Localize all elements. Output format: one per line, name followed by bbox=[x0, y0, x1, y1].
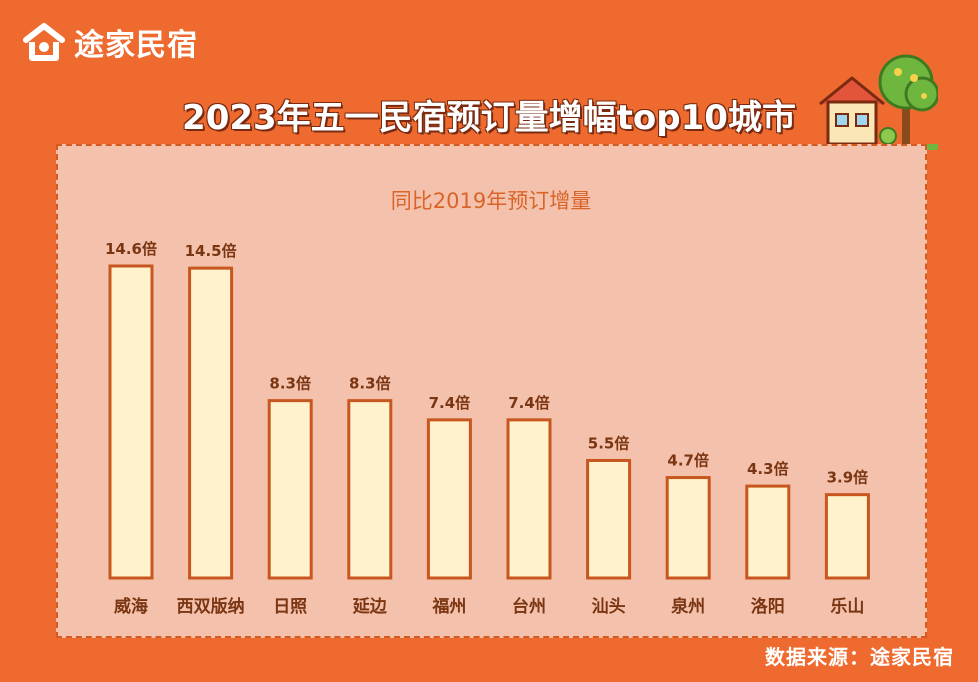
category-label: 乐山 bbox=[830, 597, 864, 617]
category-label: 西双版纳 bbox=[177, 596, 245, 617]
house-logo-icon bbox=[23, 23, 65, 61]
bar-福州 bbox=[426, 418, 472, 580]
category-label: 威海 bbox=[114, 596, 148, 617]
chart-panel: 同比2019年预订增量 14.6倍威海 14.5倍西双版纳 8.3倍日照 8.3倍延边… bbox=[56, 144, 927, 638]
category-label: 汕头 bbox=[592, 597, 626, 617]
bar-value-label: 7.4倍 bbox=[508, 394, 550, 412]
category-label: 日照 bbox=[273, 597, 307, 617]
brand-logo: 途家民宿 bbox=[22, 22, 198, 63]
bar-value-label: 3.9倍 bbox=[827, 469, 869, 487]
bar-洛阳 bbox=[745, 484, 791, 580]
bar-日照 bbox=[267, 399, 313, 580]
logo-text: 途家民宿 bbox=[74, 28, 198, 63]
category-label: 福州 bbox=[431, 596, 466, 617]
category-label: 泉州 bbox=[670, 596, 705, 617]
bar-延边 bbox=[347, 399, 393, 580]
bar-汕头 bbox=[586, 458, 632, 580]
bar-威海 bbox=[108, 264, 154, 580]
house-tree-icon bbox=[818, 54, 938, 150]
category-label: 台州 bbox=[512, 596, 546, 617]
data-source: 数据来源：途家民宿 bbox=[765, 645, 954, 669]
bar-value-label: 14.6倍 bbox=[105, 240, 157, 258]
bar-台州 bbox=[506, 418, 552, 580]
bar-value-label: 7.4倍 bbox=[429, 394, 471, 412]
bar-value-label: 14.5倍 bbox=[185, 242, 237, 260]
bar-value-label: 5.5倍 bbox=[588, 434, 630, 452]
category-label: 洛阳 bbox=[751, 596, 785, 617]
bar-西双版纳 bbox=[188, 266, 234, 580]
bar-value-label: 8.3倍 bbox=[349, 375, 391, 393]
bar-泉州 bbox=[665, 476, 711, 580]
chart-title: 同比2019年预订增量 bbox=[391, 189, 591, 213]
bar-value-label: 4.7倍 bbox=[667, 452, 709, 470]
page-title: 2023年五一民宿预订量增幅top10城市 bbox=[182, 98, 796, 138]
bar-value-label: 8.3倍 bbox=[269, 375, 311, 393]
bar-乐山 bbox=[824, 493, 870, 580]
category-label: 延边 bbox=[352, 596, 388, 617]
bar-value-label: 4.3倍 bbox=[747, 460, 789, 478]
